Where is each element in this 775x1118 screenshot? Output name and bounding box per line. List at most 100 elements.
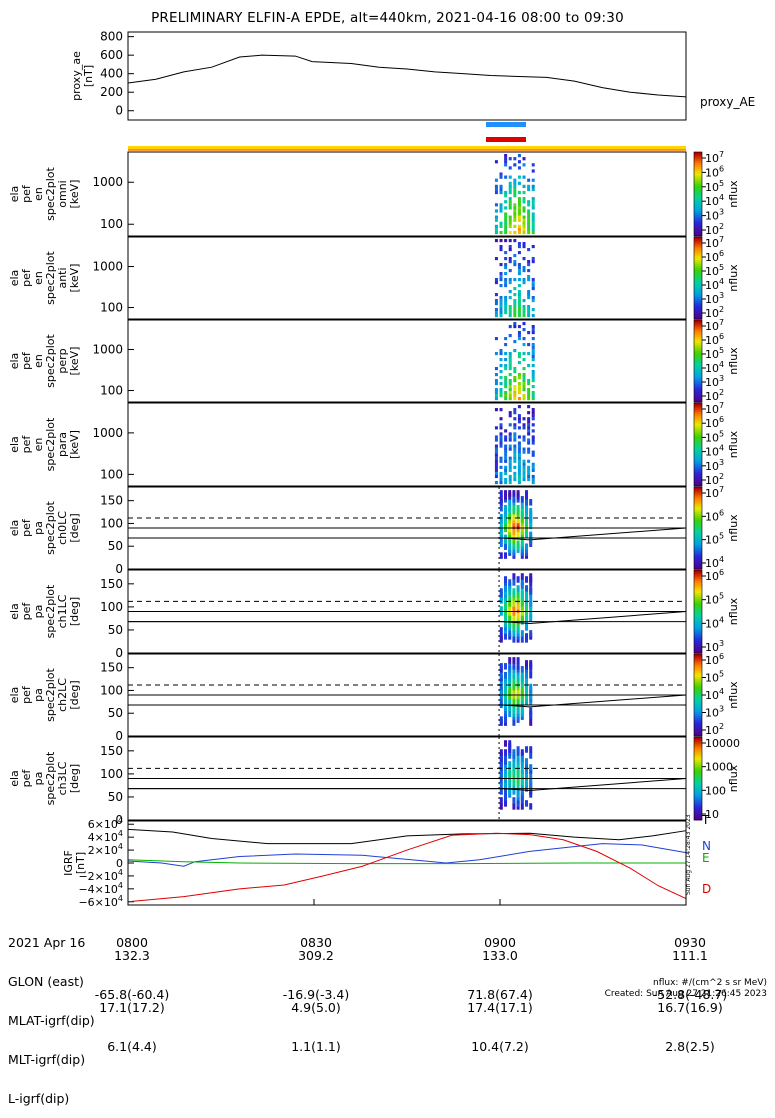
ylabel-line: spec2plot	[44, 251, 57, 305]
panel-para: ela pef en spec2plot para [keV] 1000 100	[8, 402, 687, 487]
spectrogram-cell	[527, 221, 531, 225]
colorbar-frame	[693, 319, 703, 403]
spectrogram-cell	[527, 290, 531, 294]
science-zone-marker-blue	[486, 122, 526, 127]
spectrogram-cell	[499, 263, 503, 267]
colorbar-cell	[694, 790, 702, 794]
spectrogram-cell	[508, 411, 512, 415]
spectrogram-cell	[508, 432, 512, 436]
colorbar-cell	[694, 521, 702, 525]
ylabel-line: en	[32, 438, 45, 452]
ylabel-line: [keV]	[68, 264, 81, 293]
spectrogram-cell	[520, 636, 524, 643]
colorbar-cell	[694, 717, 702, 720]
colorbar-tick-label: 105	[705, 532, 724, 547]
ylabel-line: pa	[32, 605, 45, 619]
colorbar-cell	[694, 265, 702, 269]
spectrogram-cell	[527, 420, 531, 424]
spectrogram-cell	[520, 507, 524, 515]
spectrogram-cell	[494, 203, 498, 207]
spectrogram-cell	[508, 462, 512, 466]
spectrogram-cell	[508, 364, 512, 368]
colorbar-cell	[694, 304, 702, 308]
colorbar-cell	[694, 415, 702, 418]
spectrogram-cell	[508, 397, 512, 401]
spectrogram-cell	[513, 367, 517, 371]
colorbar-cell	[694, 503, 702, 506]
spectrogram-cell	[522, 322, 526, 326]
ylabel-line: spec2plot	[44, 668, 57, 722]
spectrogram-cell	[499, 438, 503, 442]
spectrogram-cell	[508, 423, 512, 427]
spectrogram-cell	[531, 394, 535, 398]
created-note: Created: Sun Aug 27 21:26:45 2023	[604, 989, 767, 999]
spectrogram-cell	[504, 160, 508, 164]
spectrogram-cell	[531, 477, 535, 482]
spectrogram-cell	[494, 474, 498, 479]
spectrogram-cell	[499, 230, 503, 235]
spectrogram-cell	[520, 496, 524, 503]
spectrogram-cell	[512, 671, 516, 679]
spectrogram-cell	[508, 314, 512, 318]
spectrogram-cell	[531, 257, 535, 261]
colorbar-ch3LC: 10000 1000 100 10 nflux	[693, 736, 740, 821]
spectrogram-cell	[520, 666, 524, 673]
spectrogram-cell	[494, 239, 498, 243]
spectrogram-cell	[525, 746, 529, 753]
spectrogram-cell	[520, 686, 524, 694]
colorbar-cell	[694, 154, 702, 157]
colorbar-cell	[694, 454, 702, 458]
spectrogram-cell	[522, 206, 526, 210]
spectrogram-cell	[525, 576, 529, 583]
colorbar-cell	[694, 395, 702, 399]
spectrogram-cell	[522, 227, 526, 232]
ephem-col-0830: 0830 309.2 -16.9(-3.4) 4.9(5.0) 1.1(1.1)	[282, 935, 350, 1054]
ylabel-line: ch1LC	[56, 594, 69, 628]
colorbar-cell	[694, 210, 702, 214]
spectrogram-cell	[531, 187, 535, 192]
colorbar-cell	[694, 513, 702, 517]
colorbar-cell	[694, 393, 702, 397]
colorbar-cell	[694, 170, 702, 174]
ytick-label: 600	[100, 48, 123, 62]
spectrogram-cell	[499, 391, 503, 395]
spectrogram-cell	[513, 397, 517, 401]
spectrogram-cell	[517, 266, 521, 270]
spectrogram-cell	[531, 163, 535, 167]
spectrogram-cell	[522, 477, 526, 482]
ephem-l-label: L-igrf(dip)	[8, 1091, 70, 1106]
colorbar-cell	[694, 793, 702, 796]
colorbar-tick-label: 106	[705, 415, 724, 430]
colorbar-tick-label: 105	[705, 263, 724, 278]
spectrogram-cell	[504, 429, 508, 433]
series-label-N: N	[702, 839, 711, 853]
colorbar-cell	[694, 253, 702, 256]
spectrogram-cell	[499, 299, 503, 303]
colorbar-cell	[694, 389, 702, 393]
colorbar-cell	[694, 338, 702, 341]
spectrogram-cell	[513, 212, 517, 216]
colorbar-cell	[694, 363, 702, 366]
colorbar-cell	[694, 294, 702, 297]
colorbar-cell	[694, 701, 702, 704]
spectrogram-cell	[513, 322, 517, 326]
colorbar-cell	[694, 183, 702, 186]
ytick-label: 200	[100, 85, 123, 99]
spectrogram-cell	[508, 456, 512, 460]
colorbar-cell	[694, 684, 702, 688]
colorbar-cell	[694, 284, 702, 287]
colorbar-cell	[694, 755, 702, 759]
spectrogram-cell	[494, 308, 498, 312]
colorbar-cell	[694, 725, 702, 729]
spectrogram-cell	[517, 272, 521, 276]
colorbar-cell	[694, 271, 702, 275]
ytick-label: 0	[115, 104, 123, 118]
ylabel-line: ela	[8, 186, 21, 203]
spectrogram-cell	[508, 382, 512, 386]
spectrogram-cell	[512, 579, 516, 586]
colorbar-tick-label: 100	[705, 784, 726, 797]
spectrogram-cell	[504, 453, 508, 457]
ytick-label: 0	[116, 857, 123, 870]
ylabel-line: pef	[20, 435, 33, 454]
spectrogram-cell	[527, 429, 531, 433]
